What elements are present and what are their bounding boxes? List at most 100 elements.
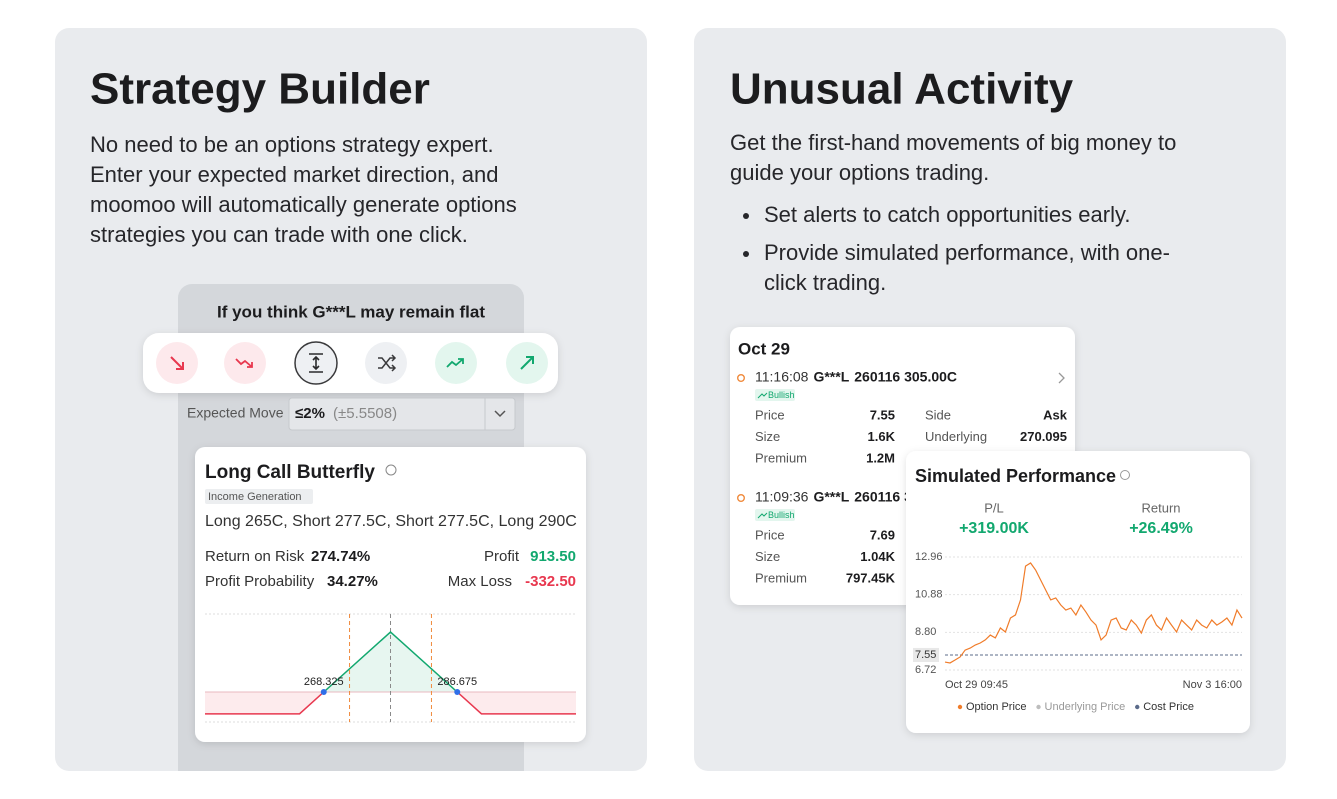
- breakeven-label: 268.325: [304, 676, 344, 688]
- tag-icon: [757, 392, 768, 399]
- field-label: Premium: [755, 450, 807, 465]
- bullet: [743, 213, 749, 219]
- bullet-text: Provide simulated performance, with one-: [764, 240, 1170, 265]
- legend-dot: [957, 704, 963, 710]
- tag: [755, 389, 795, 401]
- breakeven-point: [320, 688, 327, 695]
- stat-label: Max Loss: [448, 573, 512, 590]
- performance-card: [906, 451, 1250, 733]
- metric-label: Return: [1141, 500, 1180, 515]
- y-tick-label: 6.72: [915, 664, 936, 676]
- legend-dot: [1135, 704, 1140, 710]
- tag: [205, 489, 313, 504]
- info-icon[interactable]: [385, 464, 397, 476]
- direction-options: [156, 341, 548, 385]
- bullet-text: Set alerts to catch opportunities early.: [764, 202, 1130, 227]
- field-value: 1.2M: [866, 450, 895, 465]
- legend-dot: [1036, 704, 1041, 710]
- stat-label: Profit Probability: [205, 573, 315, 590]
- breakeven-label: 286.675: [437, 676, 477, 688]
- prompt: If you think G***L may remain flat: [217, 302, 485, 321]
- icon: [309, 353, 323, 373]
- x-tick-label: Oct 29 09:45: [945, 679, 1008, 691]
- tag-icon: [757, 512, 768, 519]
- breakeven-point: [454, 688, 461, 695]
- card-title: Strategy Builder: [90, 65, 430, 114]
- entry-dot: [737, 374, 746, 383]
- profit-area: [205, 632, 576, 692]
- stat-value: -332.50: [525, 573, 576, 590]
- performance-title: Simulated Performance: [915, 466, 1116, 486]
- stat-label: Profit: [484, 548, 520, 565]
- stat-value: 913.50: [530, 548, 576, 565]
- field-value: 797.45K: [846, 570, 896, 585]
- card-title: Unusual Activity: [730, 65, 1074, 114]
- loss-area: [205, 691, 576, 714]
- info-icon[interactable]: [1120, 470, 1130, 480]
- description: guide your options trading.: [730, 160, 989, 185]
- field-label: Price: [755, 527, 785, 542]
- stat-value: 274.74%: [311, 548, 370, 565]
- entry-dot: [737, 494, 746, 503]
- metric-label: P/L: [984, 500, 1004, 515]
- chevron[interactable]: [1058, 372, 1065, 384]
- icon: [235, 358, 253, 368]
- payoff-line-profit: [322, 631, 459, 692]
- entry-time: 11:16:08: [755, 369, 809, 385]
- chevron: [494, 410, 506, 418]
- icon: [520, 356, 534, 370]
- field-value: 7.55: [870, 407, 895, 422]
- payoff-chart: 268.325 286.675: [205, 613, 576, 723]
- description: No need to be an options strategy expert…: [90, 132, 494, 157]
- field-label: Side: [925, 407, 951, 422]
- field-label: Expected Move: [187, 405, 284, 421]
- tag-text: Income Generation: [208, 491, 302, 503]
- y-tick-label: 10.88: [915, 589, 943, 601]
- field-value: 1.6K: [868, 429, 896, 444]
- icon: [446, 358, 464, 368]
- legend-label: Underlying Price: [1045, 701, 1126, 713]
- expected-move-select[interactable]: [288, 397, 516, 431]
- metric-value: +319.00K: [959, 520, 1029, 537]
- select-detail: (±5.5508): [333, 405, 397, 422]
- cost-label: 7.55: [915, 649, 936, 661]
- entry-contract: 260116 305.00C: [854, 369, 957, 385]
- field-label: Underlying: [925, 429, 987, 444]
- field-label: Size: [755, 429, 780, 444]
- stat-value: 34.27%: [327, 573, 378, 590]
- tag-text: Bullish: [768, 390, 795, 400]
- field-value: Ask: [1043, 407, 1068, 422]
- y-tick-label: 12.96: [915, 551, 943, 563]
- legs: Long 265C, Short 277.5C, Short 277.5C, L…: [205, 513, 577, 530]
- entry-ticker: G***L: [813, 489, 849, 505]
- description: strategies you can trade with one click.: [90, 222, 468, 247]
- field-label: Price: [755, 407, 785, 422]
- select-value: ≤2%: [295, 405, 325, 422]
- y-tick-label: 8.80: [915, 626, 936, 638]
- stat-label: Return on Risk: [205, 548, 305, 565]
- cost-label-bg: [913, 647, 939, 662]
- option-slightly-bearish[interactable]: [224, 342, 266, 384]
- metric-value: +26.49%: [1129, 520, 1193, 537]
- feed-date: Oct 29: [738, 339, 790, 358]
- option-slightly-bullish[interactable]: [435, 342, 477, 384]
- field-label: Premium: [755, 570, 807, 585]
- legend-label: Option Price: [966, 701, 1027, 713]
- direction-bar: [143, 333, 558, 393]
- strategy-name: Long Call Butterfly: [205, 462, 375, 483]
- price-line: [944, 562, 1243, 664]
- performance-chart: 6.72 8.80 10.88 12.96 7.55 Oct 29 09:45 Nov 3 …: [913, 551, 1243, 713]
- icon: [378, 354, 397, 372]
- field-label: Size: [755, 549, 780, 564]
- field-value: 270.095: [1020, 429, 1067, 444]
- field-value: 7.69: [870, 527, 895, 542]
- entry-ticker: G***L: [813, 369, 849, 385]
- x-tick-label: Nov 3 16:00: [1183, 679, 1242, 691]
- entry-time: 11:09:36: [755, 489, 809, 505]
- strategy-card: [195, 447, 586, 742]
- description: moomoo will automatically generate optio…: [90, 192, 517, 217]
- field-value: 1.04K: [860, 549, 895, 564]
- tag: [755, 509, 795, 521]
- icon: [170, 356, 184, 370]
